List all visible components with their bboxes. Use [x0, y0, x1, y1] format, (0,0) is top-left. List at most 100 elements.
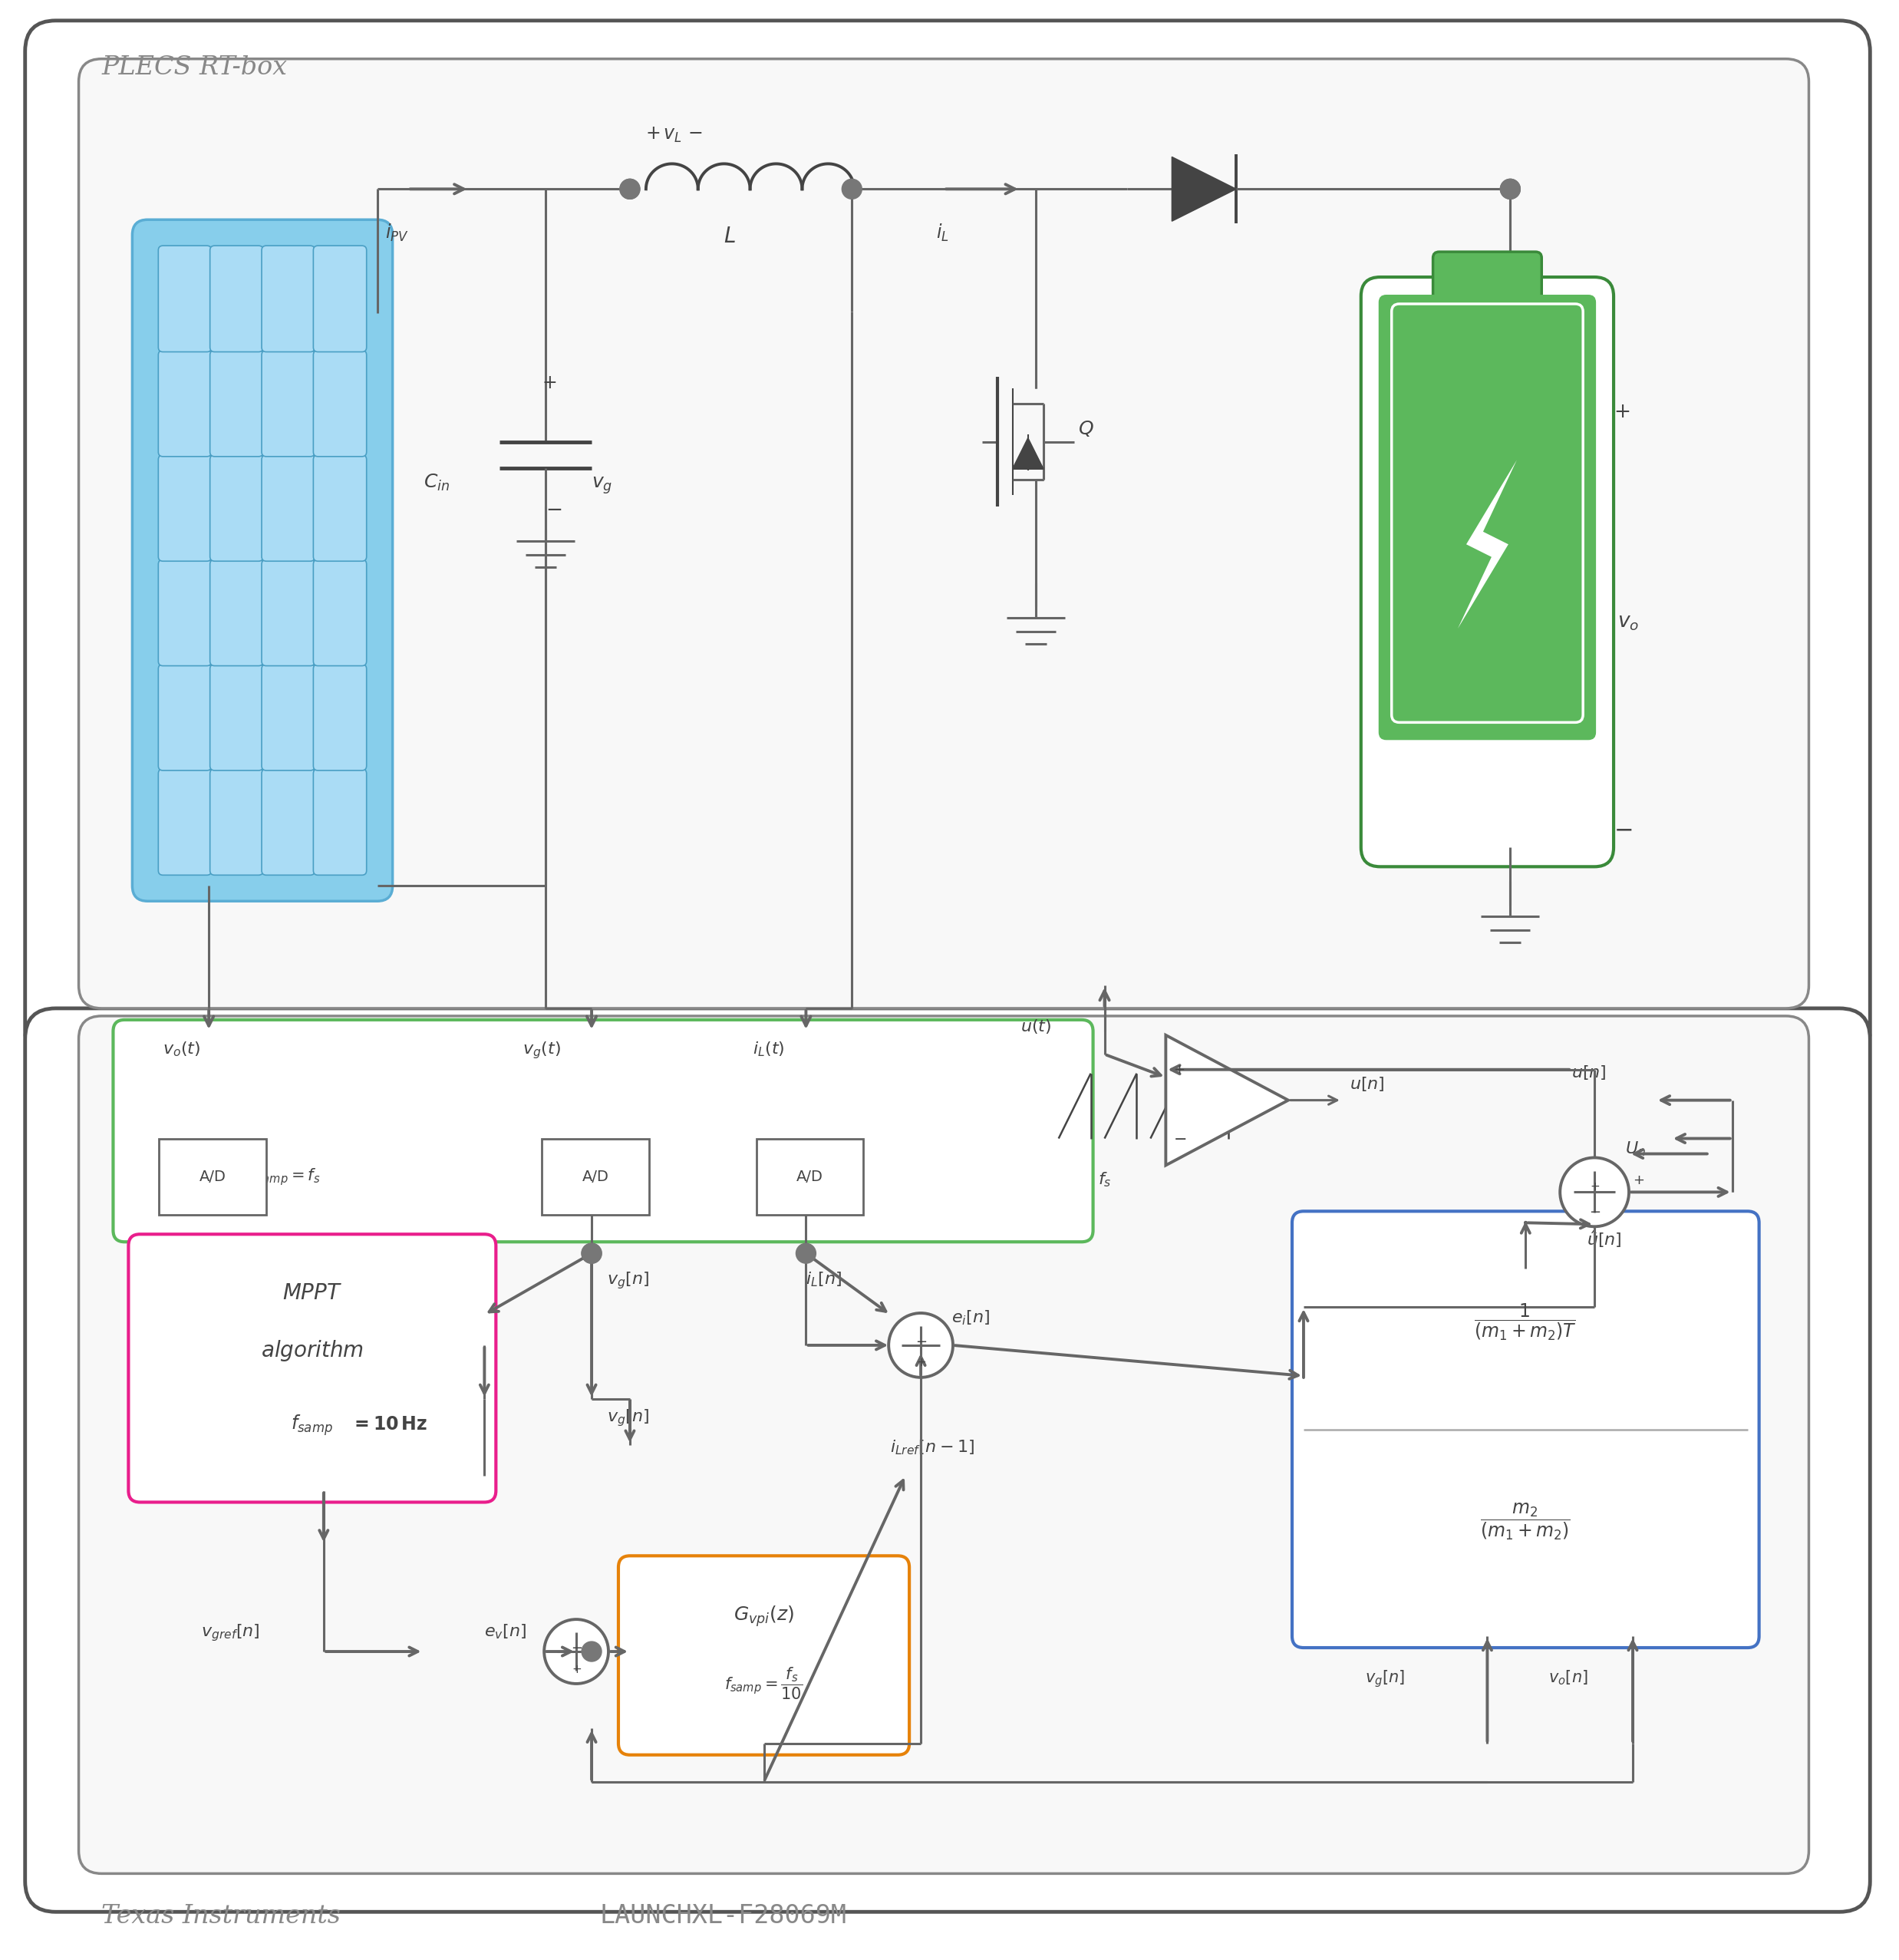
FancyBboxPatch shape — [262, 351, 315, 457]
FancyBboxPatch shape — [25, 20, 1871, 1062]
FancyBboxPatch shape — [313, 455, 367, 561]
Circle shape — [1559, 1158, 1629, 1227]
Text: $-$: $-$ — [1589, 1203, 1601, 1217]
FancyBboxPatch shape — [262, 664, 315, 770]
Text: $-$: $-$ — [1614, 819, 1633, 841]
FancyBboxPatch shape — [313, 351, 367, 457]
Circle shape — [841, 178, 862, 200]
Text: $i_L(t)$: $i_L(t)$ — [752, 1041, 784, 1058]
Text: $L$: $L$ — [724, 227, 735, 247]
FancyBboxPatch shape — [262, 768, 315, 874]
FancyBboxPatch shape — [114, 1019, 1094, 1243]
Text: $+$: $+$ — [915, 1356, 927, 1368]
FancyBboxPatch shape — [211, 768, 264, 874]
FancyBboxPatch shape — [211, 664, 264, 770]
Text: $Q$: $Q$ — [1079, 419, 1094, 437]
Text: $f_{samp}=\dfrac{f_s}{10}$: $f_{samp}=\dfrac{f_s}{10}$ — [725, 1666, 803, 1701]
Circle shape — [1500, 178, 1521, 200]
Text: $f_{samp}=f_s$: $f_{samp}=f_s$ — [251, 1166, 321, 1188]
Circle shape — [1500, 178, 1521, 200]
Polygon shape — [1172, 157, 1236, 221]
Text: $+$: $+$ — [1633, 1174, 1645, 1188]
FancyBboxPatch shape — [756, 1139, 864, 1215]
FancyBboxPatch shape — [313, 664, 367, 770]
Text: $e_i[n]$: $e_i[n]$ — [951, 1309, 989, 1327]
Circle shape — [581, 1243, 602, 1264]
FancyBboxPatch shape — [262, 561, 315, 666]
Text: $-$: $-$ — [570, 1641, 583, 1654]
Text: $-$: $-$ — [545, 500, 562, 519]
FancyBboxPatch shape — [25, 1007, 1871, 1911]
FancyBboxPatch shape — [78, 1015, 1810, 1874]
Text: $v_{gref}[n]$: $v_{gref}[n]$ — [201, 1623, 260, 1642]
FancyBboxPatch shape — [262, 455, 315, 561]
Text: $f_s$: $f_s$ — [1098, 1170, 1111, 1188]
Circle shape — [581, 1642, 602, 1662]
Text: A/D: A/D — [796, 1170, 822, 1184]
FancyBboxPatch shape — [211, 455, 264, 561]
FancyBboxPatch shape — [158, 351, 211, 457]
Text: $+$: $+$ — [541, 374, 556, 392]
FancyBboxPatch shape — [158, 768, 211, 874]
FancyBboxPatch shape — [1434, 251, 1542, 302]
Text: $i_{Lref}[n-1]$: $i_{Lref}[n-1]$ — [891, 1439, 974, 1456]
Text: $-$: $-$ — [1174, 1131, 1187, 1145]
FancyBboxPatch shape — [158, 561, 211, 666]
Circle shape — [796, 1243, 817, 1264]
Text: $MPPT$: $MPPT$ — [283, 1284, 342, 1303]
FancyBboxPatch shape — [78, 59, 1810, 1007]
FancyBboxPatch shape — [158, 664, 211, 770]
Text: $f_{samp}$: $f_{samp}$ — [291, 1413, 332, 1437]
FancyBboxPatch shape — [158, 245, 211, 353]
Text: $u[n]$: $u[n]$ — [1350, 1074, 1384, 1092]
Text: LAUNCHXL-F28069M: LAUNCHXL-F28069M — [600, 1903, 847, 1929]
Text: $v_g[n]$: $v_g[n]$ — [608, 1407, 649, 1429]
Text: $v_o[n]$: $v_o[n]$ — [1548, 1668, 1588, 1686]
Text: $\dfrac{m_2}{(m_1+m_2)}$: $\dfrac{m_2}{(m_1+m_2)}$ — [1481, 1501, 1570, 1543]
FancyBboxPatch shape — [129, 1235, 496, 1501]
Text: $algorithm$: $algorithm$ — [260, 1339, 363, 1362]
FancyBboxPatch shape — [1379, 294, 1595, 741]
Text: $e_v[n]$: $e_v[n]$ — [484, 1623, 526, 1641]
Text: $v_g$: $v_g$ — [592, 474, 613, 496]
Text: $v_o(t)$: $v_o(t)$ — [163, 1041, 201, 1058]
Text: $-$: $-$ — [915, 1333, 927, 1347]
Text: $+$: $+$ — [1589, 1182, 1599, 1194]
Polygon shape — [1458, 461, 1517, 629]
Text: $u(t)$: $u(t)$ — [1020, 1017, 1052, 1035]
Text: Texas Instruments: Texas Instruments — [103, 1905, 342, 1929]
Circle shape — [619, 178, 640, 200]
Text: $v_g(t)$: $v_g(t)$ — [522, 1041, 560, 1060]
Text: $u[n]$: $u[n]$ — [1572, 1064, 1607, 1082]
Text: $v_g[n]$: $v_g[n]$ — [1365, 1668, 1405, 1690]
Circle shape — [545, 1619, 608, 1684]
Polygon shape — [1012, 437, 1043, 468]
Text: $U_n$: $U_n$ — [1626, 1141, 1646, 1158]
FancyBboxPatch shape — [313, 768, 367, 874]
Text: $\mathbf{=10\,Hz}$: $\mathbf{=10\,Hz}$ — [351, 1415, 427, 1433]
Text: A/D: A/D — [199, 1170, 226, 1184]
Text: $C_{in}$: $C_{in}$ — [423, 472, 450, 492]
Text: $+ \, v_L \, -$: $+ \, v_L \, -$ — [646, 125, 703, 143]
Polygon shape — [1166, 1035, 1288, 1166]
Text: $v_g[n]$: $v_g[n]$ — [608, 1270, 649, 1290]
FancyBboxPatch shape — [313, 561, 367, 666]
FancyBboxPatch shape — [619, 1556, 910, 1754]
FancyBboxPatch shape — [541, 1139, 649, 1215]
FancyBboxPatch shape — [211, 351, 264, 457]
FancyBboxPatch shape — [133, 220, 393, 902]
Circle shape — [889, 1313, 953, 1378]
Text: $G_{vpi}(z)$: $G_{vpi}(z)$ — [733, 1605, 794, 1629]
FancyBboxPatch shape — [1362, 276, 1614, 866]
Text: $\dfrac{1}{(m_1+m_2)T}$: $\dfrac{1}{(m_1+m_2)T}$ — [1474, 1301, 1576, 1343]
FancyBboxPatch shape — [211, 245, 264, 353]
Circle shape — [581, 1243, 602, 1264]
FancyBboxPatch shape — [160, 1139, 266, 1215]
Text: $+$: $+$ — [1174, 1062, 1185, 1076]
Text: $+$: $+$ — [572, 1664, 581, 1676]
FancyBboxPatch shape — [313, 245, 367, 353]
FancyBboxPatch shape — [211, 561, 264, 666]
Circle shape — [619, 178, 640, 200]
Text: PLECS RT-box: PLECS RT-box — [103, 55, 287, 80]
Text: $+$: $+$ — [1614, 402, 1629, 421]
